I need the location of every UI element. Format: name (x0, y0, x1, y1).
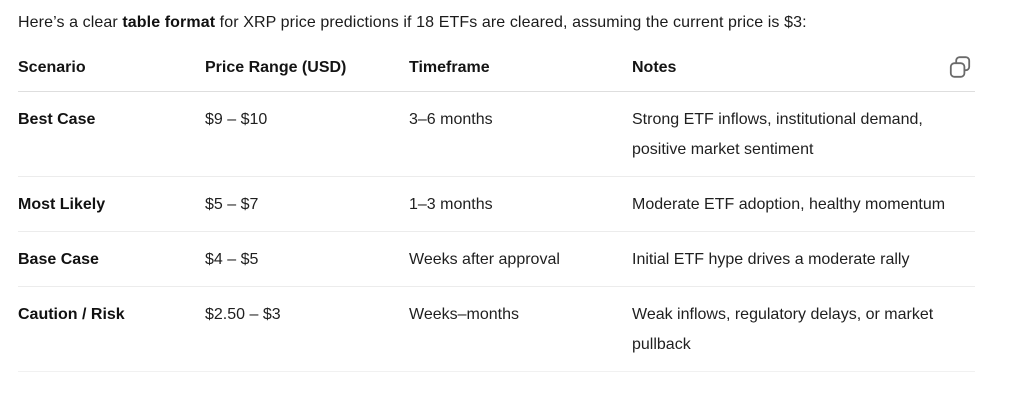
cell-notes: Initial ETF hype drives a moderate rally (632, 231, 975, 287)
cell-scenario: Base Case (18, 231, 205, 287)
cell-price-range: $4 – $5 (205, 231, 409, 287)
cell-price-range: $5 – $7 (205, 176, 409, 232)
table-row: Most Likely $5 – $7 1–3 months Moderate … (18, 176, 975, 232)
intro-prefix: Here’s a clear (18, 14, 123, 31)
column-header-notes: Notes (632, 58, 975, 92)
cell-timeframe: 3–6 months (409, 91, 632, 177)
cell-timeframe: Weeks after approval (409, 231, 632, 287)
cell-scenario: Best Case (18, 91, 205, 177)
column-header-timeframe: Timeframe (409, 58, 632, 92)
cell-scenario: Most Likely (18, 176, 205, 232)
cell-price-range: $2.50 – $3 (205, 286, 409, 372)
table-row: Base Case $4 – $5 Weeks after approval I… (18, 231, 975, 287)
table-row: Caution / Risk $2.50 – $3 Weeks–months W… (18, 286, 975, 372)
column-header-scenario: Scenario (18, 58, 205, 92)
predictions-table: Scenario Price Range (USD) Timeframe Not… (18, 58, 975, 372)
cell-notes: Weak inflows, regulatory delays, or mark… (632, 286, 975, 372)
cell-timeframe: Weeks–months (409, 286, 632, 372)
cell-scenario: Caution / Risk (18, 286, 205, 372)
column-header-price-range: Price Range (USD) (205, 58, 409, 92)
header-row: Scenario Price Range (USD) Timeframe Not… (18, 58, 975, 92)
cell-notes: Strong ETF inflows, institutional demand… (632, 91, 975, 177)
table-row: Best Case $9 – $10 3–6 months Strong ETF… (18, 91, 975, 177)
cell-timeframe: 1–3 months (409, 176, 632, 232)
intro-suffix: for XRP price predictions if 18 ETFs are… (215, 14, 807, 31)
intro-text: Here’s a clear table format for XRP pric… (18, 12, 1006, 34)
copy-icon (949, 56, 971, 78)
copy-button[interactable] (945, 52, 975, 82)
cell-notes: Moderate ETF adoption, healthy momentum (632, 176, 975, 232)
intro-bold: table format (122, 14, 216, 31)
cell-price-range: $9 – $10 (205, 91, 409, 177)
